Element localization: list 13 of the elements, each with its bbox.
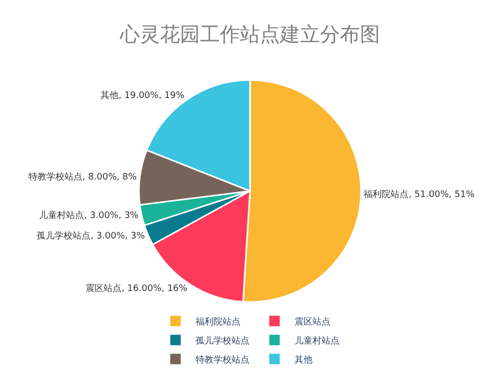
data-label: 特教学校站点, 8.00%, 8% [28, 172, 138, 182]
data-label: 孤儿学校站点, 3.00%, 3% [36, 230, 146, 242]
legend-label: 其他 [294, 354, 312, 366]
chart-title: 心灵花园工作站点建立分布图 [119, 22, 380, 46]
data-label: 福利院站点, 51.00%, 51% [364, 188, 475, 200]
legend-label: 福利院站点 [196, 316, 240, 328]
data-label: 儿童村站点, 3.00%, 3% [39, 210, 139, 221]
legend-label: 儿童村站点 [294, 335, 340, 346]
data-label: 其他, 19.00%, 19% [100, 90, 185, 101]
legend-label: 孤儿学校站点 [196, 335, 250, 346]
data-label: 震区站点, 16.00%, 16% [86, 283, 188, 294]
legend-label: 特教学校站点 [196, 354, 250, 366]
legend-label: 震区站点 [294, 316, 330, 328]
